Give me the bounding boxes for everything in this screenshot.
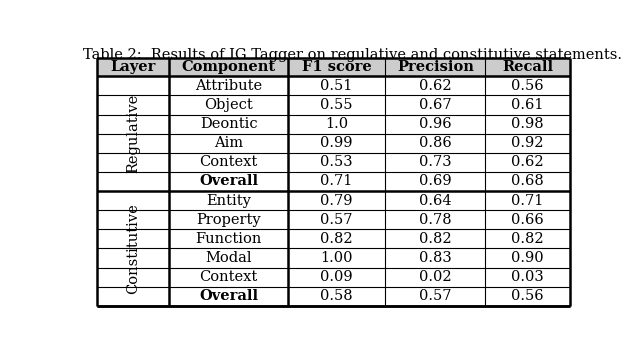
Text: 0.03: 0.03 <box>511 270 544 284</box>
Text: 0.67: 0.67 <box>419 98 452 112</box>
Text: 0.57: 0.57 <box>321 213 353 227</box>
Text: 0.64: 0.64 <box>419 194 452 208</box>
Text: 0.56: 0.56 <box>511 79 544 93</box>
Bar <box>97 76 170 191</box>
Text: Attribute: Attribute <box>195 79 262 93</box>
Text: 0.69: 0.69 <box>419 175 452 188</box>
Bar <box>170 268 570 287</box>
Text: 0.73: 0.73 <box>419 155 452 169</box>
Bar <box>170 229 570 248</box>
Text: Deontic: Deontic <box>200 117 257 131</box>
Bar <box>170 287 570 306</box>
Text: 0.57: 0.57 <box>419 289 452 303</box>
Bar <box>170 210 570 229</box>
Text: Regulative: Regulative <box>126 94 140 173</box>
Text: 0.53: 0.53 <box>321 155 353 169</box>
Bar <box>97 191 170 306</box>
Text: 0.56: 0.56 <box>511 289 544 303</box>
Text: 0.98: 0.98 <box>511 117 544 131</box>
Bar <box>170 248 570 268</box>
Text: 0.83: 0.83 <box>419 251 452 265</box>
Text: Entity: Entity <box>206 194 251 208</box>
Bar <box>170 76 570 95</box>
Text: Modal: Modal <box>205 251 252 265</box>
Text: Function: Function <box>195 232 262 246</box>
Text: 0.55: 0.55 <box>321 98 353 112</box>
Text: F1 score: F1 score <box>302 60 372 74</box>
Text: Recall: Recall <box>502 60 553 74</box>
Text: 0.78: 0.78 <box>419 213 452 227</box>
Text: 0.92: 0.92 <box>511 136 544 150</box>
Text: 0.90: 0.90 <box>511 251 544 265</box>
Text: 0.62: 0.62 <box>419 79 452 93</box>
Text: 0.71: 0.71 <box>511 194 544 208</box>
Text: 0.82: 0.82 <box>321 232 353 246</box>
Text: 0.09: 0.09 <box>321 270 353 284</box>
Text: 0.62: 0.62 <box>511 155 544 169</box>
Text: Precision: Precision <box>397 60 474 74</box>
Text: 0.02: 0.02 <box>419 270 452 284</box>
Text: Aim: Aim <box>214 136 243 150</box>
Text: 0.66: 0.66 <box>511 213 544 227</box>
Bar <box>170 134 570 153</box>
Text: Constitutive: Constitutive <box>126 203 140 294</box>
Text: 0.86: 0.86 <box>419 136 452 150</box>
Text: 0.68: 0.68 <box>511 175 544 188</box>
Text: 0.99: 0.99 <box>321 136 353 150</box>
Bar <box>170 153 570 172</box>
Bar <box>170 172 570 191</box>
Text: Overall: Overall <box>199 289 259 303</box>
Text: Layer: Layer <box>111 60 156 74</box>
Text: 0.61: 0.61 <box>511 98 544 112</box>
Bar <box>170 95 570 115</box>
Text: Table 2:  Results of IG Tagger on regulative and constitutive statements.: Table 2: Results of IG Tagger on regulat… <box>83 48 622 62</box>
Text: Overall: Overall <box>199 175 259 188</box>
Text: 0.51: 0.51 <box>321 79 353 93</box>
Text: Context: Context <box>200 270 258 284</box>
Text: 0.79: 0.79 <box>321 194 353 208</box>
Text: 1.0: 1.0 <box>325 117 348 131</box>
Text: Object: Object <box>204 98 253 112</box>
Text: 0.82: 0.82 <box>419 232 452 246</box>
Text: 0.96: 0.96 <box>419 117 452 131</box>
Text: 0.58: 0.58 <box>321 289 353 303</box>
Bar <box>97 58 570 76</box>
Text: Component: Component <box>182 60 276 74</box>
Bar <box>170 115 570 134</box>
Text: Property: Property <box>196 213 261 227</box>
Text: Context: Context <box>200 155 258 169</box>
Text: 0.71: 0.71 <box>321 175 353 188</box>
Text: 1.00: 1.00 <box>321 251 353 265</box>
Bar <box>170 191 570 210</box>
Text: 0.82: 0.82 <box>511 232 544 246</box>
